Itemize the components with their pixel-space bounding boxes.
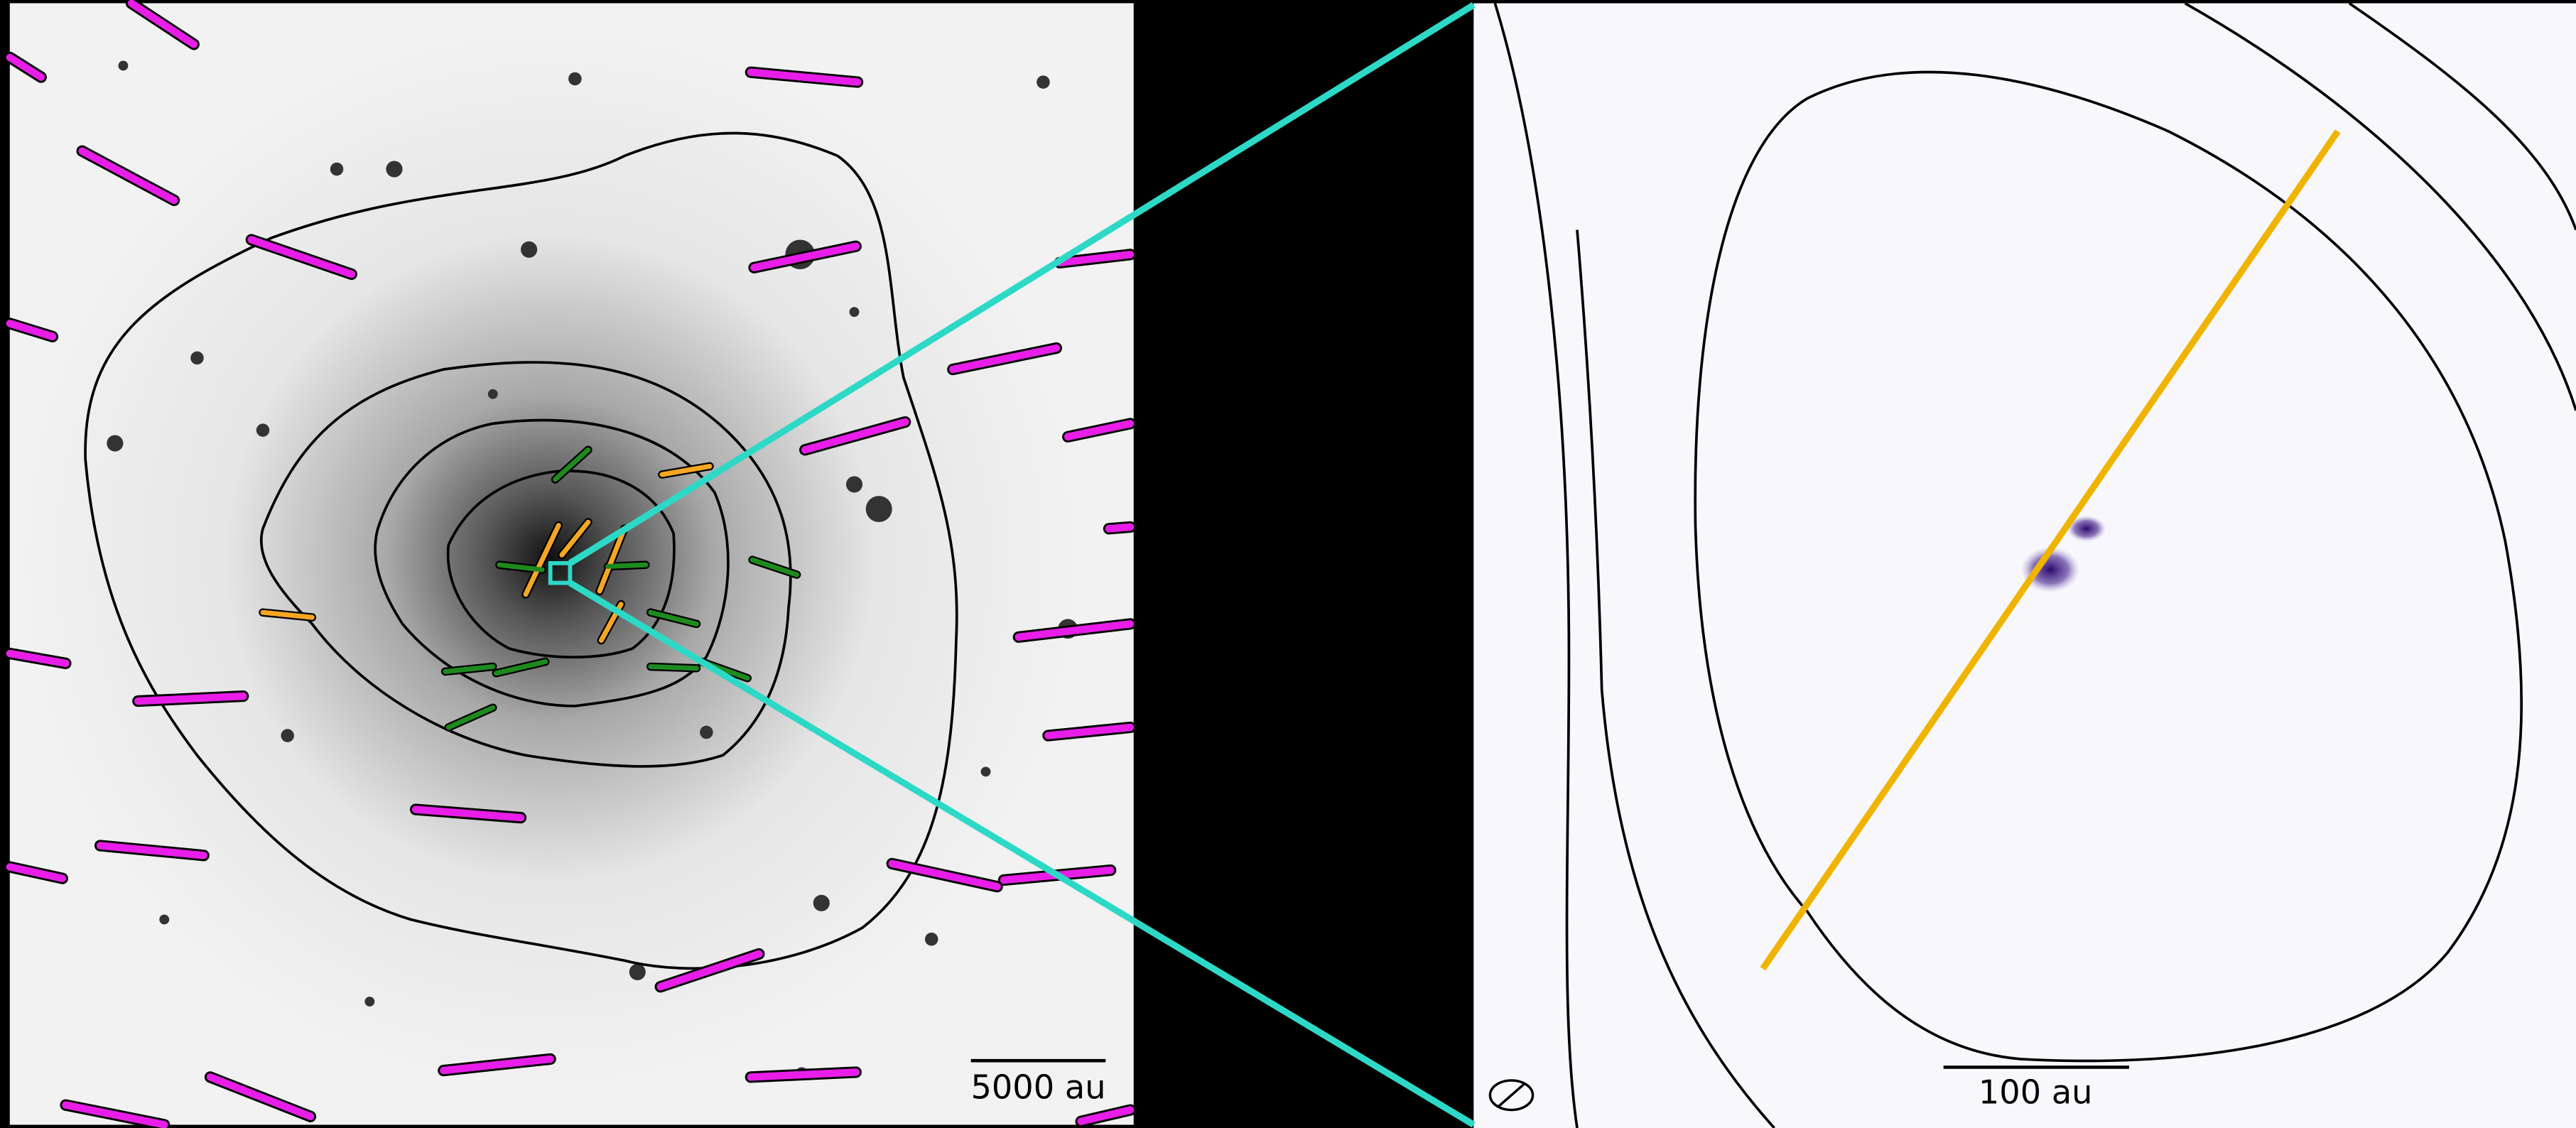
page: 5000 au 100 au (() => { const data = JSO… <box>0 0 2576 1128</box>
right-panel: 100 au <box>1473 4 2576 1128</box>
scale-bar-label: 5000 au <box>970 1068 1105 1106</box>
scale-bar-label: 100 au <box>1979 1073 2093 1111</box>
figure: 5000 au 100 au <box>0 0 2576 1128</box>
